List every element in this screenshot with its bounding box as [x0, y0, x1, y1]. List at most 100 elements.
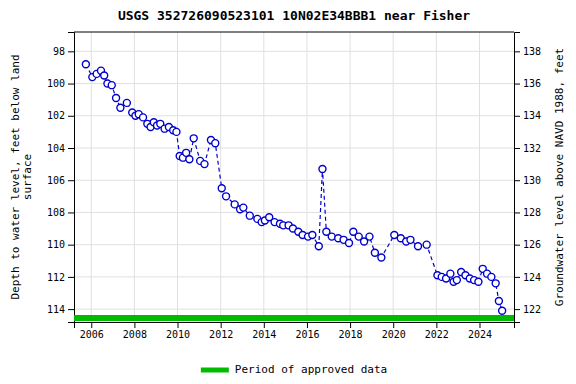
tick-mark [134, 322, 135, 328]
tick-label: 104 [47, 143, 65, 154]
tick-label: 108 [47, 207, 65, 218]
point [246, 212, 253, 219]
point [366, 233, 373, 240]
point [371, 249, 378, 256]
point [190, 135, 197, 142]
grid [74, 32, 514, 322]
point [319, 165, 326, 172]
point [309, 232, 316, 239]
grid-line [134, 32, 135, 322]
tick-mark [514, 84, 520, 85]
tick: 134 [514, 110, 541, 121]
chart: 2006200820102012201420162018202020222024… [0, 0, 576, 384]
legend-item: Period of approved data [201, 363, 387, 376]
tick-mark [514, 51, 520, 52]
tick-mark [436, 322, 437, 328]
tick-mark [68, 309, 74, 310]
grid-line [74, 83, 514, 84]
tick: 2012 [209, 322, 233, 340]
tick: 104 [47, 143, 74, 154]
series-line [86, 64, 502, 310]
tick-mark [68, 116, 74, 117]
frame-line [74, 32, 514, 33]
y2-axis-title: Groundwater level above NAVD 1988, feet [553, 48, 566, 306]
tick-label: 2014 [252, 329, 276, 340]
point [407, 236, 414, 243]
point [346, 240, 353, 247]
x-axis: 2006200820102012201420162018202020222024 [75, 322, 515, 340]
tick-mark [393, 322, 394, 328]
grid-line [350, 32, 351, 322]
tick-mark [68, 180, 74, 181]
tick-mark [350, 322, 351, 328]
legend-swatch [201, 368, 229, 373]
tick-label: 130 [523, 175, 541, 186]
tick-mark [68, 148, 74, 149]
tick-label: 2022 [425, 329, 449, 340]
tick-label: 138 [523, 46, 541, 57]
tick-mark [514, 245, 520, 246]
tick-label: 2010 [166, 329, 190, 340]
point [475, 278, 482, 285]
point [453, 277, 460, 284]
tick-label: 2008 [123, 329, 147, 340]
grid-line [306, 32, 307, 322]
point [212, 140, 219, 147]
grid-line [74, 244, 514, 245]
legend-label: Period of approved data [235, 363, 387, 376]
tick: 2020 [382, 322, 406, 340]
tick-mark [68, 277, 74, 278]
tick: 108 [47, 207, 74, 218]
tick: 124 [514, 272, 541, 283]
y-axis-title: Depth to water level, feet below landsur… [9, 54, 35, 299]
grid-line [74, 180, 514, 181]
tick-mark [514, 212, 520, 213]
point [186, 156, 193, 163]
point [82, 61, 89, 68]
grid-line [177, 32, 178, 322]
point [201, 161, 208, 168]
tick: 102 [47, 110, 74, 121]
tick: 112 [47, 272, 74, 283]
tick-mark [68, 245, 74, 246]
tick-label: 110 [47, 239, 65, 250]
tick: 2022 [425, 322, 449, 340]
y2-axis: 122124126128130132134136138 [514, 33, 541, 323]
point [108, 82, 115, 89]
point [140, 114, 147, 121]
tick-label: 134 [523, 110, 541, 121]
point [123, 99, 130, 106]
axis-line [75, 323, 515, 329]
tick-mark [514, 309, 520, 310]
tick-mark [68, 84, 74, 85]
tick-label: 2006 [80, 329, 104, 340]
tick-mark [307, 322, 308, 328]
point [447, 270, 454, 277]
tick-mark [178, 322, 179, 328]
tick-label: 2020 [382, 329, 406, 340]
tick-label: 114 [47, 304, 65, 315]
tick: 128 [514, 207, 541, 218]
tick-label: 100 [47, 78, 65, 89]
tick: 2008 [123, 322, 147, 340]
tick: 114 [47, 304, 74, 315]
tick-mark [514, 116, 520, 117]
tick-label: 132 [523, 143, 541, 154]
tick: 132 [514, 143, 541, 154]
point [378, 254, 385, 261]
grid-line [74, 148, 514, 149]
grid-line [74, 212, 514, 213]
tick-mark [514, 148, 520, 149]
axis-line [68, 33, 75, 323]
plot-area: 2006200820102012201420162018202020222024… [47, 32, 541, 340]
tick-label: 128 [523, 207, 541, 218]
tick-label: 98 [53, 46, 65, 57]
grid-line [74, 51, 514, 52]
tick-mark [68, 212, 74, 213]
title: USGS 352726090523101 10N02E34BBB1 near F… [118, 8, 470, 23]
legend: Period of approved data [201, 363, 387, 376]
tick-label: 124 [523, 272, 541, 283]
point [415, 243, 422, 250]
tick: 106 [47, 175, 74, 186]
tick-label: 102 [47, 110, 65, 121]
